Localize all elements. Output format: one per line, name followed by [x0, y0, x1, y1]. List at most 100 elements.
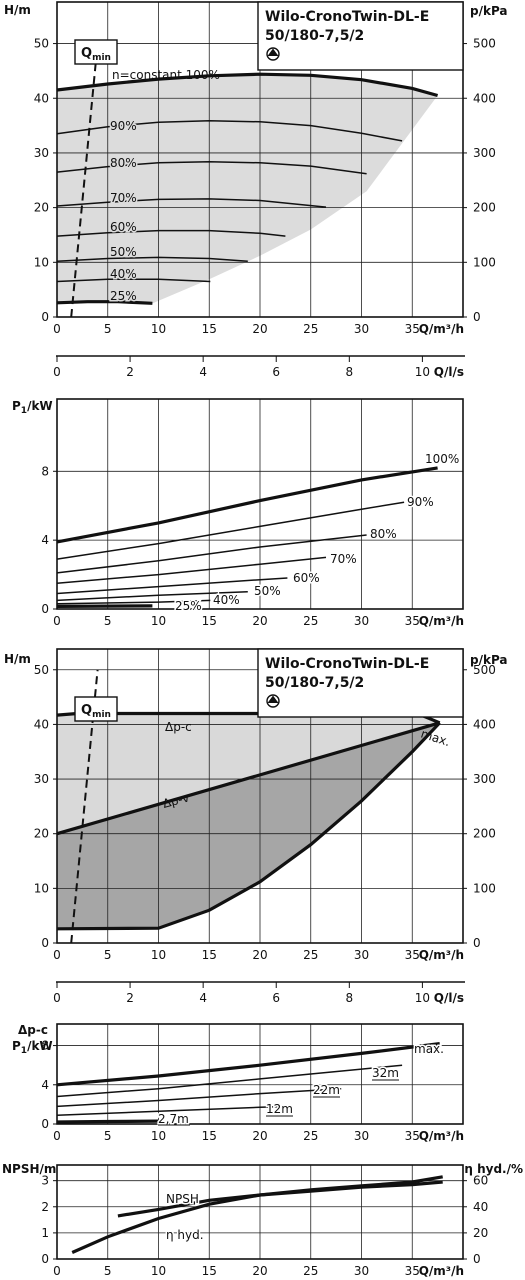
p3-y2tick: 500 [473, 663, 496, 677]
p5-frame [56, 1164, 464, 1260]
p4-ylabel-sub: 1 [21, 1046, 27, 1056]
p3-curve-pv [56, 721, 441, 836]
p5-eta-label: η hyd. [166, 1228, 204, 1242]
p4-xtick: 25 [303, 1129, 318, 1143]
p1-curve-label: n=constant 100% [112, 68, 220, 82]
p4-xtick: 5 [104, 1129, 112, 1143]
p1-xtick: 35 [405, 322, 420, 336]
p3-ls-tick: 10 [415, 991, 430, 1005]
p1-y2label: p/kPa [470, 4, 508, 18]
p2-xtick: 25 [303, 614, 318, 628]
p2-ytick: 8 [41, 464, 49, 478]
p3-product-name: Wilo-CronoTwin-DL-E [265, 656, 429, 672]
p4-xtick: 30 [354, 1129, 369, 1143]
p1-ytick: 40 [34, 91, 49, 105]
p3-dpv-label: Δp-v [161, 790, 191, 810]
p2-frame [56, 398, 464, 610]
p1-y2tick: 0 [473, 310, 481, 324]
p3-y2tick: 0 [473, 936, 481, 950]
p3-product-box [257, 648, 464, 718]
p2-xtick: 0 [53, 614, 61, 628]
p2-curve-90 [56, 501, 405, 560]
p1-qmin-sub: min [92, 53, 111, 63]
p1-curve-25 [56, 300, 153, 305]
p4-xlabel: Q/m³/h [419, 1129, 464, 1143]
p2-curve-label: 25% [175, 599, 202, 613]
p1-curve-label: 90% [110, 119, 137, 133]
p5-xtick: 0 [53, 1264, 61, 1278]
p1-y2tick: 200 [473, 201, 496, 215]
p3-ylabel: H/m [4, 652, 31, 666]
p4-xtick: 35 [405, 1129, 420, 1143]
p3-xtick: 10 [151, 948, 166, 962]
p2-curve-label: 100% [425, 452, 459, 466]
p5-xlabel: Q/m³/h [419, 1264, 464, 1278]
p2-xtick: 20 [252, 614, 267, 628]
p3-xtick: 25 [303, 948, 318, 962]
p3-y2tick: 200 [473, 827, 496, 841]
p5-y2tick: 60 [473, 1174, 488, 1188]
p5-ytick: 0 [41, 1252, 49, 1266]
p3-xtick: 30 [354, 948, 369, 962]
p5-ytick: 3 [41, 1174, 49, 1188]
p3-ls-label: Q/l/s [434, 991, 464, 1005]
p4-xtick: 20 [252, 1129, 267, 1143]
p2-curve-label: 70% [330, 552, 357, 566]
p1-product-name: Wilo-CronoTwin-DL-E [265, 9, 429, 25]
p1-ylabel: H/m [4, 3, 31, 17]
p1-y2tick: 400 [473, 91, 496, 105]
p1-product-box [257, 1, 464, 71]
p1-curve-40 [56, 278, 211, 283]
p2-ytick: 4 [41, 533, 49, 547]
p3-dpc-label: Δp-c [165, 720, 192, 734]
p5-ytick: 1 [41, 1226, 49, 1240]
p2-xtick: 15 [202, 614, 217, 628]
p3-y2label: p/kPa [470, 653, 508, 667]
p1-ls-tick: 2 [126, 365, 134, 379]
p2-curve-label: 90% [407, 495, 434, 509]
p1-curve-60 [56, 229, 286, 237]
p1-curve-50 [56, 256, 248, 262]
p1-ls-tick: 10 [415, 365, 430, 379]
p3-wilo-logo-mark [267, 695, 279, 703]
p4-curve-label: 2,7m [158, 1112, 189, 1126]
p2-xlabel: Q/m³/h [419, 614, 464, 628]
p5-y2label: η hyd./% [464, 1162, 523, 1176]
p2-curve-label: 60% [293, 571, 320, 585]
p1-y2tick: 500 [473, 37, 496, 51]
p1-xlabel: Q/m³/h [419, 322, 464, 336]
p3-xtick: 35 [405, 948, 420, 962]
p2-curve-40 [56, 599, 211, 605]
p3-ytick: 20 [34, 827, 49, 841]
p3-max-label: max. [419, 727, 452, 750]
p4-ylabel-unit: /kW [27, 1039, 53, 1053]
p3-ls-tick: 2 [126, 991, 134, 1005]
p3-curve-pc [56, 711, 441, 725]
p2-ytick: 0 [41, 602, 49, 616]
p2-xtick: 35 [405, 614, 420, 628]
p2-ylabel-sub: 1 [21, 406, 27, 416]
p2-xtick: 10 [151, 614, 166, 628]
p1-curve-label: 50% [110, 245, 137, 259]
p4-ylabel: P1/kW [12, 1039, 53, 1056]
p1-curve-80 [56, 160, 367, 175]
p1-curve-90 [56, 119, 403, 142]
p1-ytick: 0 [41, 310, 49, 324]
p1-curve-label: 25% [110, 289, 137, 303]
p3-qmin-box [74, 696, 118, 722]
p1-ytick: 50 [34, 37, 49, 51]
p5-curve-eta [71, 1175, 443, 1254]
p3-ls-tick: 6 [272, 991, 280, 1005]
p5-xtick: 15 [202, 1264, 217, 1278]
p1-ls-tick: 4 [199, 365, 207, 379]
p3-ytick: 50 [34, 663, 49, 677]
p5-xtick: 10 [151, 1264, 166, 1278]
p4-curve-12m [56, 1105, 291, 1116]
p1-curve-nconstant100 [56, 72, 439, 98]
p5-xtick: 20 [252, 1264, 267, 1278]
p1-ls-tick: 6 [272, 365, 280, 379]
p3-curve-min [56, 721, 441, 931]
p2-ylabel-unit: /kW [27, 399, 53, 413]
p5-y2tick: 40 [473, 1200, 488, 1214]
